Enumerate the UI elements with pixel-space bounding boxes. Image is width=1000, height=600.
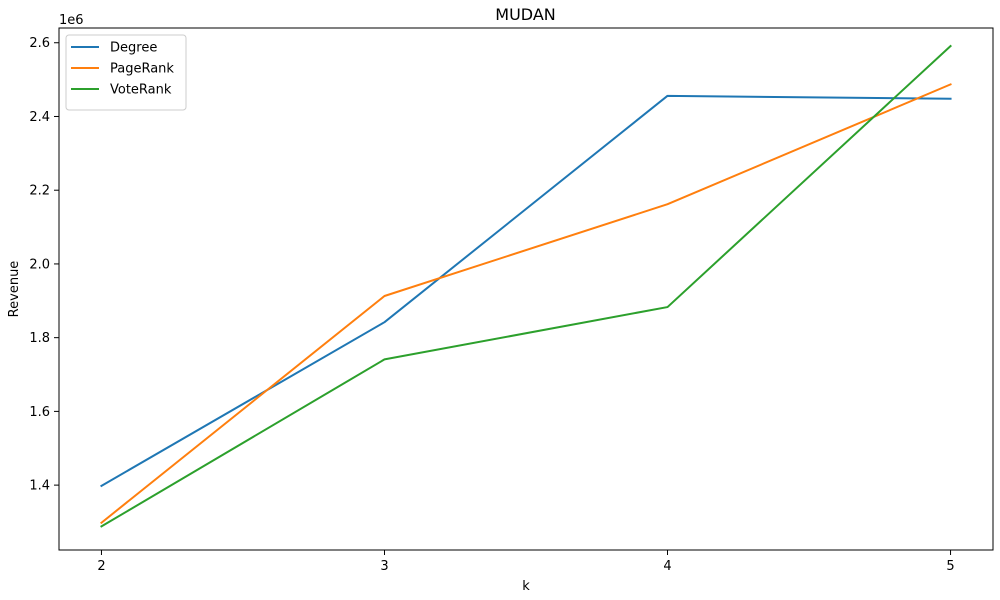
x-tick-label: 5 (946, 559, 954, 574)
chart-title: MUDAN (495, 5, 555, 24)
x-tick-label: 3 (380, 559, 388, 574)
y-tick-label: 2.4 (29, 110, 50, 125)
y-tick-label: 2.2 (29, 184, 50, 199)
x-tick-label: 2 (97, 559, 105, 574)
y-tick-label: 1.4 (29, 479, 50, 494)
series-line-voterank (100, 44, 952, 528)
y-axis-offset-label: 1e6 (59, 13, 84, 28)
legend-label-degree: Degree (110, 41, 157, 56)
y-axis-title: Revenue (7, 261, 22, 318)
plot-area-frame (58, 27, 994, 551)
y-tick-label: 1.6 (29, 405, 50, 420)
y-tick-label: 2.0 (29, 257, 50, 272)
y-tick-label: 2.6 (29, 36, 50, 51)
x-axis-title: k (522, 579, 530, 594)
legend-label-voterank: VoteRank (110, 83, 172, 98)
y-tick-label: 1.8 (29, 331, 50, 346)
series-line-degree (100, 94, 952, 488)
legend-label-pagerank: PageRank (110, 62, 174, 77)
series-line-pagerank (100, 83, 952, 525)
legend-box (65, 34, 187, 111)
x-tick-label: 4 (663, 559, 671, 574)
legend: Degree PageRank VoteRank (65, 34, 187, 111)
